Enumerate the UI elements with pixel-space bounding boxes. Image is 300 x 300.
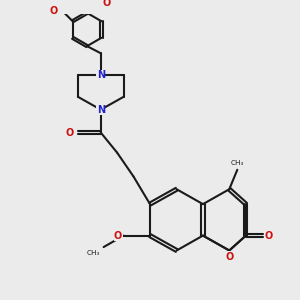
Text: O: O — [225, 252, 233, 262]
Text: N: N — [97, 105, 105, 115]
Text: O: O — [49, 6, 58, 16]
Text: O: O — [264, 231, 272, 241]
Text: O: O — [114, 231, 122, 241]
Text: O: O — [65, 128, 73, 138]
Text: CH₃: CH₃ — [87, 250, 100, 256]
Text: CH₃: CH₃ — [231, 160, 244, 166]
Text: N: N — [97, 70, 105, 80]
Text: O: O — [102, 0, 110, 8]
